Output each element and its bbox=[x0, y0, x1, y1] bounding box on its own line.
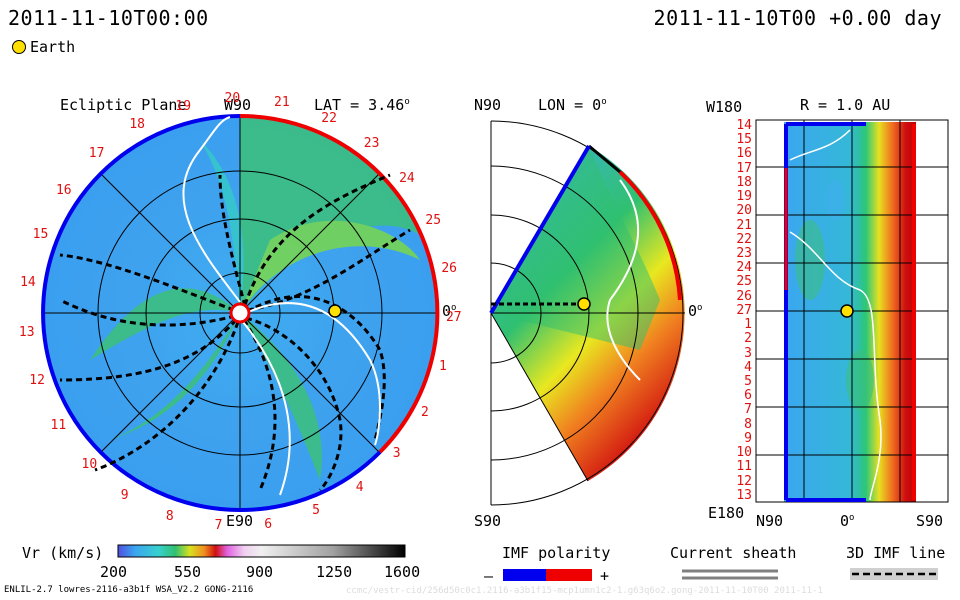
r-panel-ytick: 3 bbox=[744, 345, 752, 361]
r-panel-ytick: 11 bbox=[736, 459, 752, 475]
r-panel-ytick: 23 bbox=[736, 246, 752, 261]
carrington-label: 13 bbox=[18, 324, 35, 340]
earth-marker-ecliptic bbox=[328, 304, 342, 318]
r-panel-ytick: 10 bbox=[736, 445, 752, 461]
r-panel-ytick: 2 bbox=[744, 331, 752, 347]
colorbar bbox=[117, 544, 406, 558]
r-panel-top-left-label: W180 bbox=[706, 98, 743, 116]
imf-line-swatch bbox=[850, 568, 938, 580]
carrington-label: 1 bbox=[439, 359, 447, 375]
r-panel-ytick: 6 bbox=[744, 388, 752, 404]
carrington-label: 22 bbox=[321, 110, 337, 126]
r-panel-ytick: 21 bbox=[736, 217, 752, 233]
imf-polarity-label: IMF polarity bbox=[502, 544, 611, 562]
left-timestamp: 2011-11-10T00:00 bbox=[8, 6, 209, 30]
carrington-label: 4 bbox=[355, 479, 364, 495]
current-sheath-label: Current sheath bbox=[670, 544, 797, 562]
carrington-label: 19 bbox=[175, 98, 192, 114]
right-timestamp: 2011-11-10T00 +0.00 day bbox=[653, 6, 942, 30]
r-panel-ytick: 9 bbox=[744, 430, 752, 446]
r-panel-ytick: 12 bbox=[736, 473, 752, 489]
carrington-label: 20 bbox=[224, 91, 241, 107]
carrington-label: 16 bbox=[55, 183, 72, 199]
r-panel-xtick-n90: N90 bbox=[756, 512, 784, 530]
sun-marker bbox=[229, 302, 251, 324]
r-panel-ytick: 18 bbox=[736, 174, 752, 190]
carrington-label: 9 bbox=[120, 487, 129, 503]
meridional-bottom-label: S90 bbox=[474, 512, 502, 530]
carrington-label: 11 bbox=[50, 418, 67, 434]
earth-legend-icon bbox=[12, 40, 26, 54]
carrington-label: 6 bbox=[264, 516, 273, 532]
carrington-label: 18 bbox=[129, 117, 145, 133]
colorbar-tick-200: 200 bbox=[100, 563, 128, 581]
r-panel-ytick: 25 bbox=[736, 274, 752, 290]
r-panel-ytick: 22 bbox=[736, 231, 752, 247]
imf-polarity-plus: + bbox=[600, 567, 610, 585]
r-panel-ytick: 1 bbox=[744, 317, 752, 333]
carrington-label: 17 bbox=[88, 145, 105, 161]
carrington-label: 2 bbox=[420, 405, 429, 421]
r-panel-ytick: 14 bbox=[736, 118, 752, 133]
ecliptic-right-label: 0o bbox=[442, 302, 457, 320]
colorbar-tick-550: 550 bbox=[174, 563, 202, 581]
ecliptic-bottom-label: E90 bbox=[226, 512, 254, 530]
r-panel-bottom-left-label: E180 bbox=[708, 504, 745, 522]
meridional-right-label: 0o bbox=[688, 302, 703, 320]
r-panel-ytick: 20 bbox=[736, 203, 752, 219]
colorbar-tick-1250: 1250 bbox=[316, 563, 353, 581]
imf-polarity-positive-swatch bbox=[546, 569, 592, 581]
model-info: ENLIL-2.7 lowres-2116-a3b1f WSA_V2.2 GON… bbox=[4, 585, 254, 595]
r-panel-ytick: 13 bbox=[736, 487, 752, 503]
earth-marker-meridional bbox=[577, 297, 591, 311]
carrington-label: 3 bbox=[392, 446, 401, 462]
watermark: ccmc/vestr-cid/256d50c0c1.2116-a3b1f15-m… bbox=[346, 586, 823, 596]
r-panel-ytick: 4 bbox=[744, 359, 752, 375]
r-panel-ytick: 27 bbox=[736, 302, 752, 318]
carrington-label: 5 bbox=[312, 503, 320, 519]
carrington-label: 26 bbox=[441, 260, 457, 276]
carrington-label: 8 bbox=[165, 508, 174, 524]
r-panel-ytick: 16 bbox=[736, 146, 752, 162]
ecliptic-plot bbox=[41, 113, 440, 513]
meridional-top-label: N90 bbox=[474, 96, 502, 114]
carrington-label: 15 bbox=[32, 227, 49, 243]
r-panel-xtick-s90: S90 bbox=[916, 512, 944, 530]
carrington-label: 21 bbox=[274, 95, 290, 111]
ecliptic-top-label: W90 bbox=[224, 96, 252, 114]
meridional-plot bbox=[489, 120, 685, 506]
carrington-label: 12 bbox=[29, 373, 45, 389]
carrington-label: 23 bbox=[363, 136, 380, 152]
imf-polarity-negative-swatch bbox=[503, 569, 546, 581]
carrington-label: 25 bbox=[425, 213, 442, 229]
r-panel-ytick: 24 bbox=[736, 260, 752, 276]
r-panel-ytick: 7 bbox=[744, 402, 752, 418]
r-panel-ytick: 8 bbox=[744, 416, 752, 432]
r-panel-ytick: 17 bbox=[736, 160, 752, 176]
r-panel-plot bbox=[755, 119, 949, 503]
colorbar-label: Vr (km/s) bbox=[22, 544, 104, 562]
earth-marker-r-panel bbox=[840, 304, 854, 318]
carrington-label: 24 bbox=[399, 171, 415, 187]
carrington-label: 7 bbox=[214, 518, 223, 534]
carrington-label: 27 bbox=[445, 309, 462, 325]
r-panel-ytick: 19 bbox=[736, 189, 752, 205]
carrington-label: 14 bbox=[20, 275, 36, 291]
ecliptic-title: Ecliptic Plane bbox=[60, 96, 187, 114]
colorbar-tick-1600: 1600 bbox=[384, 563, 421, 581]
r-panel-ytick: 15 bbox=[736, 132, 752, 148]
lat-label: LAT = 3.46o bbox=[314, 96, 410, 114]
earth-legend-label: Earth bbox=[30, 38, 76, 56]
imf-line-label: 3D IMF line bbox=[846, 544, 946, 562]
lon-label: LON = 0o bbox=[538, 96, 607, 114]
colorbar-tick-900: 900 bbox=[246, 563, 274, 581]
r-panel-ytick: 26 bbox=[736, 288, 752, 304]
imf-polarity-minus: – bbox=[484, 567, 494, 585]
r-panel-ytick: 5 bbox=[744, 374, 752, 389]
current-sheath-swatch bbox=[682, 569, 778, 580]
r-panel-xtick-0: 0o bbox=[840, 512, 855, 530]
carrington-label: 10 bbox=[81, 457, 98, 473]
r-panel-title: R = 1.0 AU bbox=[800, 96, 891, 114]
